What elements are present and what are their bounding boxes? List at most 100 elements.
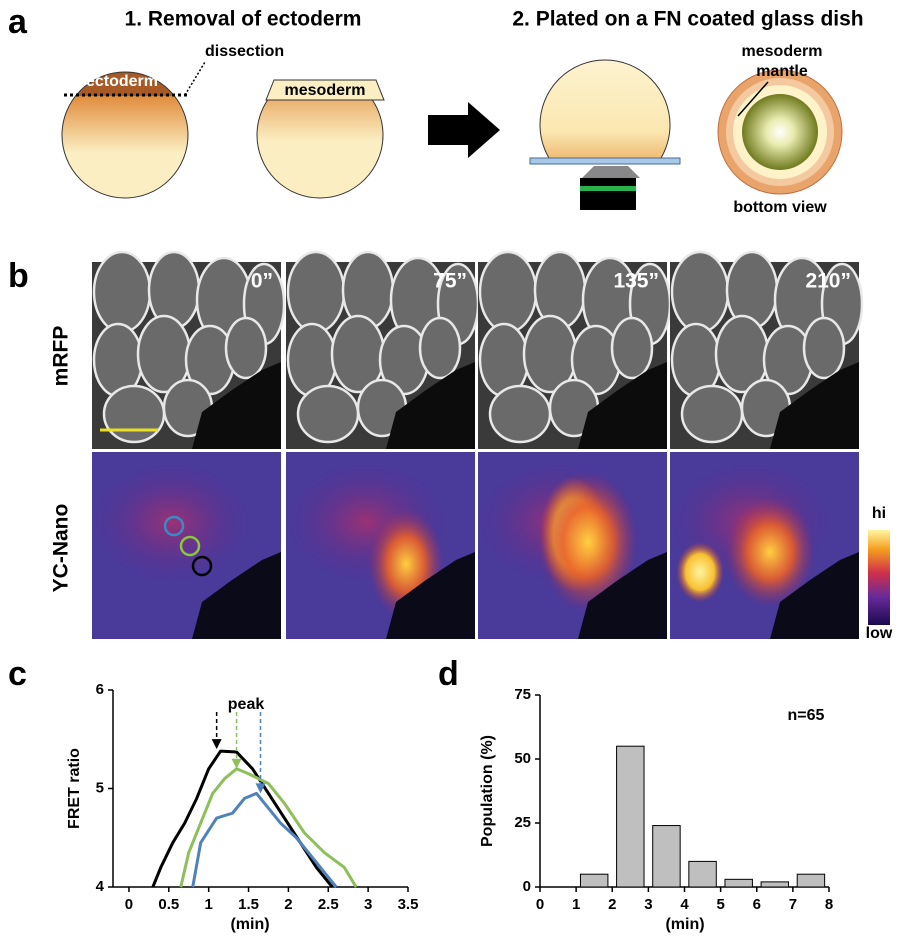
panel-label: c [8,655,27,693]
x-tick-label: 3.5 [398,896,419,913]
scale-low: low [866,625,893,642]
y-tick-label: 50 [514,750,531,767]
yc-signal [676,542,724,602]
shape-circle [256,98,384,199]
peak-arrow [231,712,242,769]
y-axis-label: FRET ratio [66,748,83,829]
x-tick-label: 1 [205,896,213,913]
x-tick-label: 6 [753,896,761,913]
dark-region [770,362,859,449]
dark-region [578,362,667,449]
embryo-dissected [256,98,384,199]
yc-signal [725,497,815,607]
shape-polygon [428,102,500,158]
peak-arrow [255,712,266,794]
bar [688,860,717,888]
step-title: 2. Plated on a FN coated glass dish [512,8,863,31]
mantle-label: mantle [756,63,808,80]
shape-line [737,81,769,117]
data-line [179,767,358,888]
x-tick-label: 2.5 [318,896,339,913]
scale-hi: hi [872,505,886,522]
annotation: n=65 [788,707,825,724]
shape-rect [529,157,681,165]
time-label: 0” [251,270,273,293]
data-line [191,791,338,888]
x-axis-label: (min) [230,916,269,933]
x-tick-label: 0 [536,896,544,913]
yc-signal [538,472,638,612]
x-tick-label: 0.5 [158,896,179,913]
y-tick-label: 4 [96,878,105,895]
x-tick-label: 8 [825,896,833,913]
ectoderm-label: ectoderm [86,73,158,90]
mesoderm-label: mesoderm [285,82,366,99]
y-tick-label: 0 [523,878,531,895]
dark-region [386,552,475,639]
panel-label: d [438,655,459,693]
cell-outline [680,384,744,444]
dark-region [770,552,859,639]
time-label: 75” [433,270,467,293]
panel-label: b [8,257,29,295]
yc-signal [92,462,252,582]
time-label: 210” [805,270,851,293]
shape-rect [868,530,890,625]
cell-outline [488,384,552,444]
dark-region [386,362,475,449]
row-label: mRFP [50,326,73,387]
bar [579,873,609,888]
x-tick-label: 7 [789,896,797,913]
peak-arrow-head [255,783,266,794]
mantle-label: mesoderm [742,43,823,60]
shape-circle [539,59,671,158]
y-tick-label: 25 [514,814,531,831]
dark-region [192,362,281,449]
bottom-view-drawing [717,69,843,195]
x-axis-label: (min) [665,916,704,933]
shape-rect [580,186,636,191]
micrographs: 0” 75” 135” 210” [92,250,864,639]
y-tick-label: 75 [514,686,531,703]
plated-explant [539,59,671,158]
roi-circle [191,555,213,577]
shape-circle [61,71,189,199]
x-tick-label: 2 [608,896,616,913]
shape-polygon [265,79,385,101]
bar [760,881,790,888]
x-tick-label: 3 [364,896,372,913]
bar [616,745,645,888]
cell-outline [296,384,360,444]
dark-region [578,552,667,639]
panel-label: a [8,3,28,41]
x-tick-label: 1.5 [238,896,259,913]
y-tick-label: 6 [96,681,104,698]
shape-rect [62,95,188,198]
shape-polygon [582,166,640,178]
x-tick-label: 0 [125,896,133,913]
bar [652,825,681,888]
shape-circle [742,94,818,170]
shape-line [184,61,206,96]
shape-rect [580,178,636,210]
x-tick-label: 3 [644,896,652,913]
cell-outline [610,316,654,380]
cell-outline [92,250,152,334]
y-tick-label: 5 [96,779,104,796]
x-tick-label: 4 [680,896,689,913]
x-tick-label: 1 [572,896,580,913]
roi-circle [163,515,185,537]
x-tick-label: 2 [284,896,292,913]
cell-outline [802,316,846,380]
time-label: 135” [613,270,659,293]
cell-outline [670,250,730,334]
row-label: YC-Nano [50,504,73,593]
roi-circle [179,535,201,557]
peak-arrow [211,712,222,750]
peak-arrow-head [231,758,242,769]
bar [796,873,826,888]
annotation: peak [228,696,265,713]
cell-outline [478,250,538,334]
